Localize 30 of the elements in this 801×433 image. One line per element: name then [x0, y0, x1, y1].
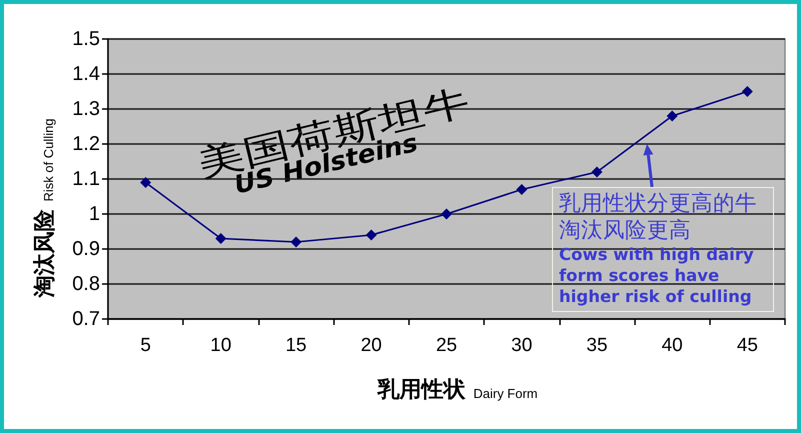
x-tick-label: 35: [586, 335, 608, 356]
y-tick-label: 0.9: [72, 238, 100, 260]
point: [742, 86, 753, 97]
x-tick-label: 40: [662, 335, 683, 356]
annotation: 乳用性状分更高的牛淘汰风险更高 Cows with high dairy form scores have higher risk of culling: [559, 190, 758, 307]
point: [591, 166, 602, 178]
x-tick-label: 15: [285, 335, 307, 356]
x-tick-label: 25: [436, 335, 458, 356]
point: [441, 208, 452, 220]
y-tick-label: 0.7: [72, 308, 100, 330]
y-tick-label: 1.2: [72, 133, 100, 155]
x-tick-label: 30: [511, 335, 532, 356]
y-tick-label: 1.4: [72, 63, 100, 85]
y-tick-label: 1.3: [72, 98, 100, 120]
point: [666, 110, 678, 122]
point: [516, 184, 528, 195]
point: [215, 233, 226, 244]
y-tick-label: 1.1: [72, 168, 100, 190]
point: [366, 230, 377, 240]
x-tick-label: 10: [210, 335, 232, 356]
y-tick-label: 1: [88, 203, 100, 225]
x-tick-label: 20: [360, 335, 382, 356]
y-tick-label: 0.8: [72, 273, 100, 295]
y-tick-label: 1.5: [72, 28, 100, 50]
x-tick-label: 45: [736, 335, 758, 356]
x-tick-label: 5: [140, 335, 151, 356]
point: [140, 177, 152, 188]
y-axis-title: 淘汰风险 Risk of Culling: [32, 118, 58, 299]
point: [290, 236, 302, 248]
x-axis-title: 乳用性状 Dairy Form: [376, 378, 538, 402]
